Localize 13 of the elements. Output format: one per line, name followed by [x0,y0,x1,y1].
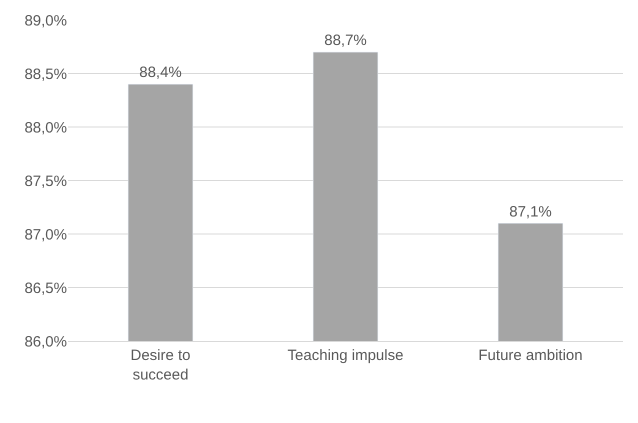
data-label: 88,7% [324,32,367,50]
y-tick-label: 86,5% [24,280,67,297]
y-tick-label: 87,5% [24,172,67,190]
y-tick-label: 86,0% [24,333,67,350]
y-tick-label: 87,0% [24,226,67,244]
y-tick-label: 89,0% [24,12,67,30]
x-tick-label: Desire to succeed [130,347,191,384]
x-tick-label: Future ambition [478,347,583,364]
data-label: 88,4% [139,64,182,82]
y-tick-label: 88,5% [24,66,67,83]
data-label: 87,1% [509,203,552,220]
x-tick-label: Teaching impulse [288,347,404,364]
y-tick-label: 88,0% [24,119,67,136]
